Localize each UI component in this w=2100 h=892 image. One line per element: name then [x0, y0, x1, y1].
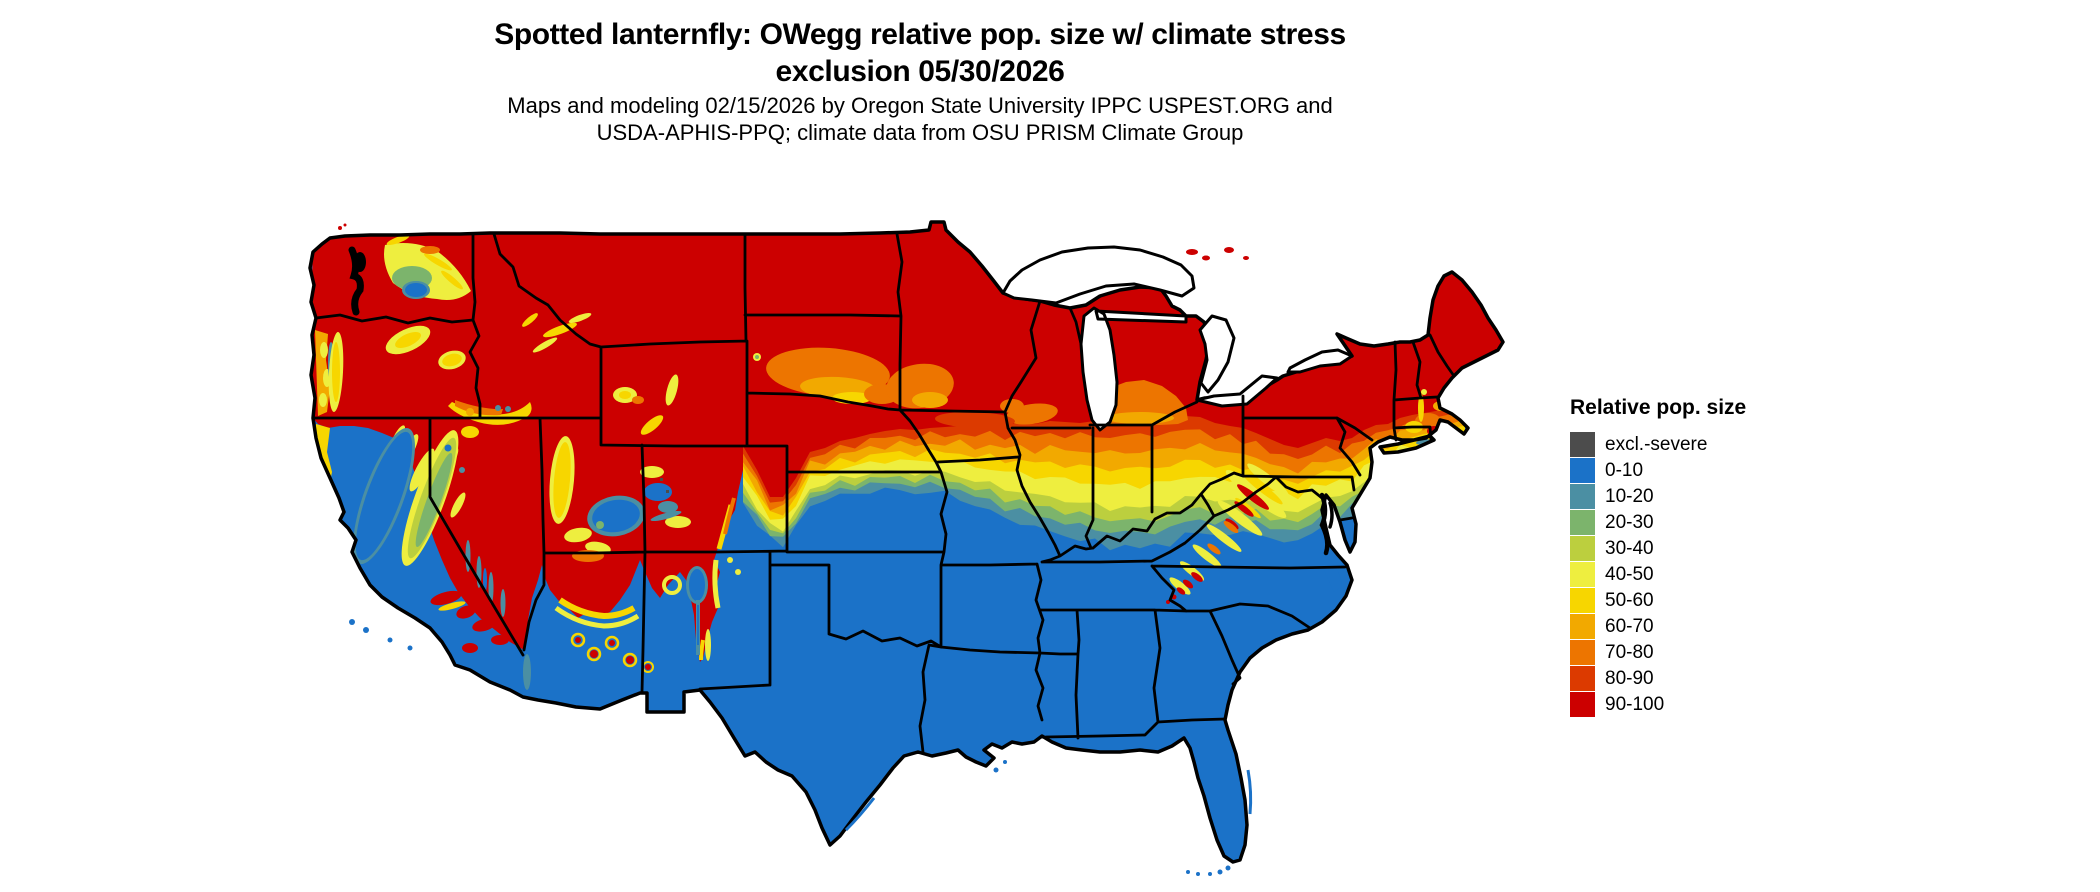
- puget-sound-detail: [348, 246, 366, 316]
- terrain-detail-overlays: [315, 235, 1449, 690]
- legend-item: excl.-severe: [1570, 432, 1810, 457]
- legend-label: 0-10: [1605, 460, 1644, 481]
- state-borders: [311, 232, 1456, 754]
- legend-swatch-0-10: [1570, 458, 1595, 483]
- legend-swatch-90-100: [1570, 692, 1595, 717]
- legend-item: 30-40: [1570, 536, 1810, 561]
- legend-label: 40-50: [1605, 564, 1654, 585]
- legend-swatch-30-40: [1570, 536, 1595, 561]
- legend-item: 10-20: [1570, 484, 1810, 509]
- legend-swatch-80-90: [1570, 666, 1595, 691]
- legend: Relative pop. size excl.-severe 0-10 10-…: [1570, 396, 1810, 718]
- lake-ontario: [1286, 348, 1354, 374]
- lake-michigan: [1079, 306, 1188, 432]
- great-lakes: [1001, 245, 1354, 432]
- map-subtitle: Maps and modeling 02/15/2026 by Oregon S…: [507, 92, 1332, 146]
- map-subtitle-line2: USDA-APHIS-PPQ; climate data from OSU PR…: [596, 120, 1244, 145]
- legend-label: 50-60: [1605, 590, 1654, 611]
- legend-item: 90-100: [1570, 692, 1810, 717]
- legend-item: 80-90: [1570, 666, 1810, 691]
- legend-label: 10-20: [1605, 486, 1654, 507]
- legend-title: Relative pop. size: [1570, 396, 1747, 419]
- map-subtitle-line1: Maps and modeling 02/15/2026 by Oregon S…: [507, 93, 1333, 118]
- legend-label: 80-90: [1605, 668, 1654, 689]
- legend-item: 60-70: [1570, 614, 1810, 639]
- legend-swatch-20-30: [1570, 510, 1595, 535]
- legend-label: 30-40: [1605, 538, 1654, 559]
- legend-item: 40-50: [1570, 562, 1810, 587]
- map-title-line1: Spotted lanternfly: OWegg relative pop. …: [494, 18, 1346, 51]
- legend-item: 20-30: [1570, 510, 1810, 535]
- legend-label: 20-30: [1605, 512, 1654, 533]
- legend-swatch-70-80: [1570, 640, 1595, 665]
- legend-swatch-60-70: [1570, 614, 1595, 639]
- lake-huron: [1198, 314, 1236, 394]
- legend-item: 50-60: [1570, 588, 1810, 613]
- legend-label: 70-80: [1605, 642, 1654, 663]
- legend-swatch-50-60: [1570, 588, 1595, 613]
- legend-swatch-excl-severe: [1570, 432, 1595, 457]
- legend-label: excl.-severe: [1605, 434, 1708, 455]
- lake-superior: [1001, 245, 1196, 305]
- legend-item: 0-10: [1570, 458, 1810, 483]
- map-title-line2: exclusion 05/30/2026: [775, 55, 1065, 88]
- legend-label: 90-100: [1605, 694, 1665, 715]
- legend-swatch-10-20: [1570, 484, 1595, 509]
- legend-label: 60-70: [1605, 616, 1654, 637]
- map-title: Spotted lanternfly: OWegg relative pop. …: [494, 16, 1346, 90]
- offshore-features: [338, 223, 1253, 876]
- lake-erie: [1195, 374, 1279, 408]
- legend-swatch-40-50: [1570, 562, 1595, 587]
- chesapeake-bay-detail: [1319, 492, 1334, 556]
- legend-item: 70-80: [1570, 640, 1810, 665]
